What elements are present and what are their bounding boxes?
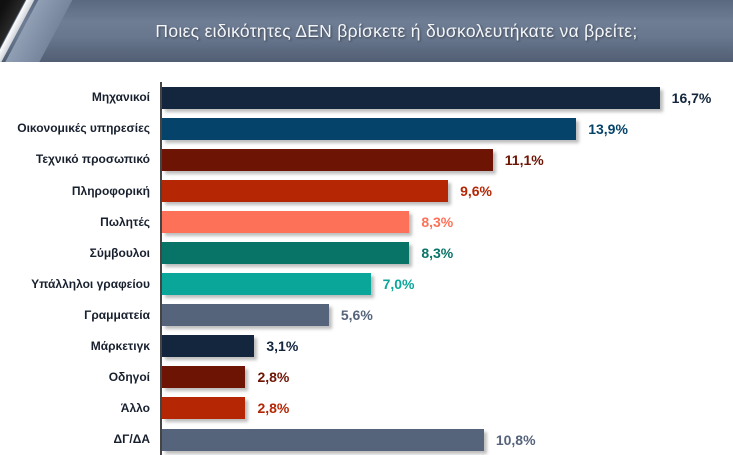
- value-label: 5,6%: [340, 307, 373, 324]
- category-label: Οικονομικές υπηρεσίες: [17, 121, 150, 136]
- bar-row: Μηχανικοί 16,7%: [0, 82, 733, 114]
- bar: [162, 335, 255, 358]
- bar-row: Τεχνικό προσωπικό 11,1%: [0, 144, 733, 176]
- value-label: 8,3%: [421, 213, 454, 230]
- bar: [162, 304, 329, 327]
- plot-area: 13,9%: [160, 113, 733, 145]
- bar-row: Πληροφορική 9,6%: [0, 175, 733, 207]
- plot-area: 8,3%: [160, 237, 733, 269]
- title-band: Ποιες ειδικότητες ΔΕΝ βρίσκετε ή δυσκολε…: [0, 0, 733, 62]
- bar-row: ΔΓ/ΔΑ 10,8%: [0, 424, 733, 455]
- value-label: 9,6%: [460, 182, 492, 199]
- bar: [162, 210, 410, 233]
- bar: [162, 397, 246, 420]
- plot-area: 3,1%: [160, 330, 733, 362]
- bar: [162, 179, 449, 202]
- plot-area: 5,6%: [160, 299, 733, 331]
- category-label: Γραμματεία: [84, 307, 150, 322]
- bar-rows: Μηχανικοί 16,7% Οικονομικές υπηρεσίες 13…: [0, 82, 733, 455]
- bar-chart: Μηχανικοί 16,7% Οικονομικές υπηρεσίες 13…: [0, 66, 733, 455]
- plot-area: 8,3%: [160, 206, 733, 238]
- bar-row: Γραμματεία 5,6%: [0, 299, 733, 331]
- category-label: Πωλητές: [100, 214, 150, 229]
- bar: [162, 148, 493, 171]
- bar: [162, 273, 371, 296]
- plot-area: 9,6%: [160, 175, 733, 207]
- bar: [162, 242, 410, 265]
- category-label: Μηχανικοί: [91, 90, 150, 105]
- bar-row: Σύμβουλοι 8,3%: [0, 237, 733, 269]
- plot-area: 11,1%: [160, 144, 733, 176]
- value-label: 3,1%: [266, 338, 299, 355]
- category-label: Άλλο: [120, 401, 150, 416]
- plot-area: 10,8%: [160, 424, 733, 455]
- bar-row: Οικονομικές υπηρεσίες 13,9%: [0, 113, 733, 145]
- bar-row: Οδηγοί 2,8%: [0, 361, 733, 393]
- plot-area: 2,8%: [160, 361, 733, 393]
- value-label: 7,0%: [382, 276, 415, 293]
- category-label: Υπάλληλοι γραφείου: [31, 276, 150, 291]
- bar-row: Υπάλληλοι γραφείου 7,0%: [0, 268, 733, 300]
- bar-row: Μάρκετιγκ 3,1%: [0, 330, 733, 362]
- bar-row: Πωλητές 8,3%: [0, 206, 733, 238]
- value-label: 10,8%: [495, 431, 536, 448]
- category-label: Τεχνικό προσωπικό: [35, 152, 150, 167]
- plot-area: 2,8%: [160, 392, 733, 425]
- value-label: 11,1%: [504, 151, 544, 168]
- category-label: ΔΓ/ΔΑ: [113, 432, 150, 447]
- bar: [162, 366, 246, 389]
- value-label: 13,9%: [588, 120, 628, 137]
- category-label: Πληροφορική: [71, 183, 150, 198]
- bar: [162, 428, 484, 451]
- bar: [162, 117, 577, 140]
- value-label: 16,7%: [671, 89, 712, 106]
- value-label: 2,8%: [257, 400, 290, 417]
- category-label: Σύμβουλοι: [89, 245, 150, 260]
- bar-row: Άλλο 2,8%: [0, 392, 733, 425]
- value-label: 8,3%: [421, 245, 454, 262]
- bar: [162, 86, 660, 109]
- category-label: Οδηγοί: [108, 370, 150, 385]
- plot-area: 16,7%: [160, 82, 733, 114]
- page-title: Ποιες ειδικότητες ΔΕΝ βρίσκετε ή δυσκολε…: [155, 20, 638, 41]
- plot-area: 7,0%: [160, 268, 733, 300]
- category-label: Μάρκετιγκ: [90, 339, 150, 353]
- value-label: 2,8%: [257, 369, 290, 386]
